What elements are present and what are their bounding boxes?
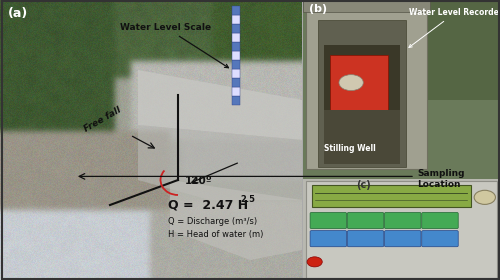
Bar bbox=[232, 42, 240, 51]
FancyBboxPatch shape bbox=[310, 213, 346, 228]
FancyBboxPatch shape bbox=[422, 213, 458, 228]
Text: Free fall: Free fall bbox=[82, 106, 122, 134]
Bar bbox=[232, 6, 240, 15]
Polygon shape bbox=[170, 180, 302, 260]
Bar bbox=[312, 185, 471, 207]
Bar bbox=[306, 10, 427, 169]
Polygon shape bbox=[138, 125, 302, 200]
Bar bbox=[232, 96, 240, 105]
Text: Q = Discharge (m³/s): Q = Discharge (m³/s) bbox=[168, 217, 257, 226]
Bar bbox=[232, 78, 240, 87]
Text: H = Head of water (m): H = Head of water (m) bbox=[168, 230, 264, 239]
Bar bbox=[330, 55, 388, 109]
Bar bbox=[232, 51, 240, 60]
Circle shape bbox=[307, 257, 322, 267]
Bar bbox=[302, 0, 430, 12]
Text: Stilling Well: Stilling Well bbox=[324, 144, 376, 153]
Text: (a): (a) bbox=[8, 7, 28, 20]
FancyBboxPatch shape bbox=[348, 213, 384, 228]
Text: Water Level Scale: Water Level Scale bbox=[120, 23, 228, 68]
Bar bbox=[232, 60, 240, 69]
Bar bbox=[324, 45, 400, 164]
Text: 120º: 120º bbox=[185, 176, 213, 186]
Bar bbox=[324, 109, 400, 164]
Bar bbox=[424, 0, 500, 100]
FancyBboxPatch shape bbox=[310, 231, 346, 247]
Bar bbox=[318, 20, 406, 167]
Text: (c): (c) bbox=[356, 180, 370, 190]
Text: (b): (b) bbox=[308, 4, 326, 14]
Text: Water Level Recorder: Water Level Recorder bbox=[409, 8, 500, 48]
Circle shape bbox=[474, 190, 496, 204]
Text: Sampling
Location: Sampling Location bbox=[418, 169, 465, 189]
FancyBboxPatch shape bbox=[348, 231, 384, 247]
Bar bbox=[232, 69, 240, 78]
Text: Q =  2.47 H: Q = 2.47 H bbox=[168, 198, 248, 211]
FancyBboxPatch shape bbox=[422, 231, 458, 247]
Bar bbox=[232, 87, 240, 96]
Circle shape bbox=[339, 75, 363, 91]
FancyBboxPatch shape bbox=[384, 213, 421, 228]
Polygon shape bbox=[138, 70, 302, 140]
Bar bbox=[232, 15, 240, 24]
Bar bbox=[232, 24, 240, 33]
Bar bbox=[232, 33, 240, 42]
FancyBboxPatch shape bbox=[384, 231, 421, 247]
Text: 2.5: 2.5 bbox=[240, 195, 255, 204]
